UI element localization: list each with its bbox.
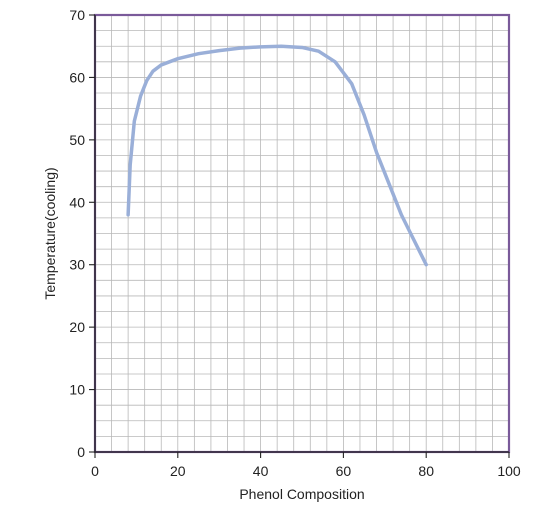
x-tick-label: 0 xyxy=(91,463,99,479)
x-tick-label: 80 xyxy=(418,463,434,479)
y-tick-label: 50 xyxy=(69,132,85,148)
series-line xyxy=(126,44,428,267)
y-tick-label: 0 xyxy=(77,444,85,460)
y-tick-label: 40 xyxy=(69,194,85,210)
x-tick-label: 20 xyxy=(170,463,186,479)
y-axis-label: Temperature(cooling) xyxy=(42,167,58,299)
axes: 0 20 40 60 80 100 0 10 20 30 40 50 60 70 xyxy=(69,7,520,479)
x-axis-label: Phenol Composition xyxy=(239,486,364,502)
y-tick-label: 20 xyxy=(69,319,85,335)
x-tick-label: 100 xyxy=(497,463,521,479)
y-tick-label: 60 xyxy=(69,69,85,85)
y-tick-label: 30 xyxy=(69,257,85,273)
x-tick-label: 60 xyxy=(336,463,352,479)
y-tick-label: 10 xyxy=(69,382,85,398)
grid xyxy=(94,14,510,453)
y-tick-label: 70 xyxy=(69,7,85,23)
series-layer xyxy=(126,44,428,267)
x-tick-label: 40 xyxy=(253,463,269,479)
